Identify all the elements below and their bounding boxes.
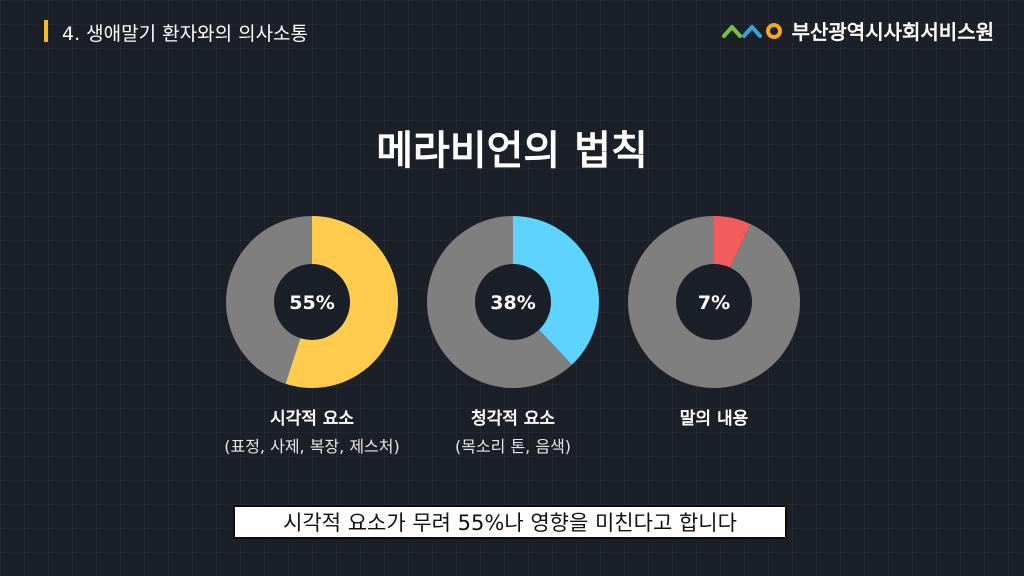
donut-hole: [676, 264, 752, 340]
chart-sublabel: (표정, 사제, 복장, 제스처): [224, 437, 400, 456]
accent-bar: [44, 20, 48, 42]
logo-text: 부산광역시사회서비스원: [791, 20, 994, 44]
header: 4. 생애말기 환자와의 의사소통 부산광역시사회서비스원: [0, 0, 1024, 60]
logo: 부산광역시사회서비스원: [721, 16, 994, 45]
donut-slice-remainder: [226, 216, 312, 384]
chart-verbal: 7% 말의 내용: [624, 212, 804, 433]
chart-label: 시각적 요소: [269, 409, 355, 429]
percent-label: 7%: [698, 292, 730, 314]
chart-label: 말의 내용: [679, 409, 749, 429]
page-title: 메라비언의 법칙: [376, 127, 648, 174]
chart-label: 청각적 요소: [470, 409, 556, 429]
donut-chart-visual: 55%: [226, 216, 399, 388]
chart-visual: 55% 시각적 요소 (표정, 사제, 복장, 제스처): [222, 212, 402, 457]
percent-label: 55%: [289, 292, 334, 314]
donut-hole: [475, 264, 551, 340]
chart-sublabel: (목소리 톤, 음색): [454, 437, 572, 456]
logo-ring-orange: [765, 22, 782, 39]
logo-chevron-blue: [741, 24, 762, 38]
donut-slice-highlight: [513, 216, 599, 365]
logo-mark-icon: [721, 22, 782, 39]
donut-hole: [274, 264, 350, 340]
chart-auditory: 38% 청각적 요소 (목소리 톤, 음색): [423, 212, 603, 457]
donut-chart-verbal: 7%: [628, 216, 800, 388]
percent-label: 38%: [490, 292, 535, 314]
donut-chart-auditory: 38%: [426, 216, 599, 388]
section-title: 4. 생애말기 환자와의 의사소통: [62, 23, 309, 45]
logo-chevron-green: [721, 24, 742, 38]
subtitle-caption: 시각적 요소가 무려 55%나 영향을 미친다고 합니다: [233, 505, 787, 539]
caption-text: 시각적 요소가 무려 55%나 영향을 미친다고 합니다: [283, 511, 737, 535]
